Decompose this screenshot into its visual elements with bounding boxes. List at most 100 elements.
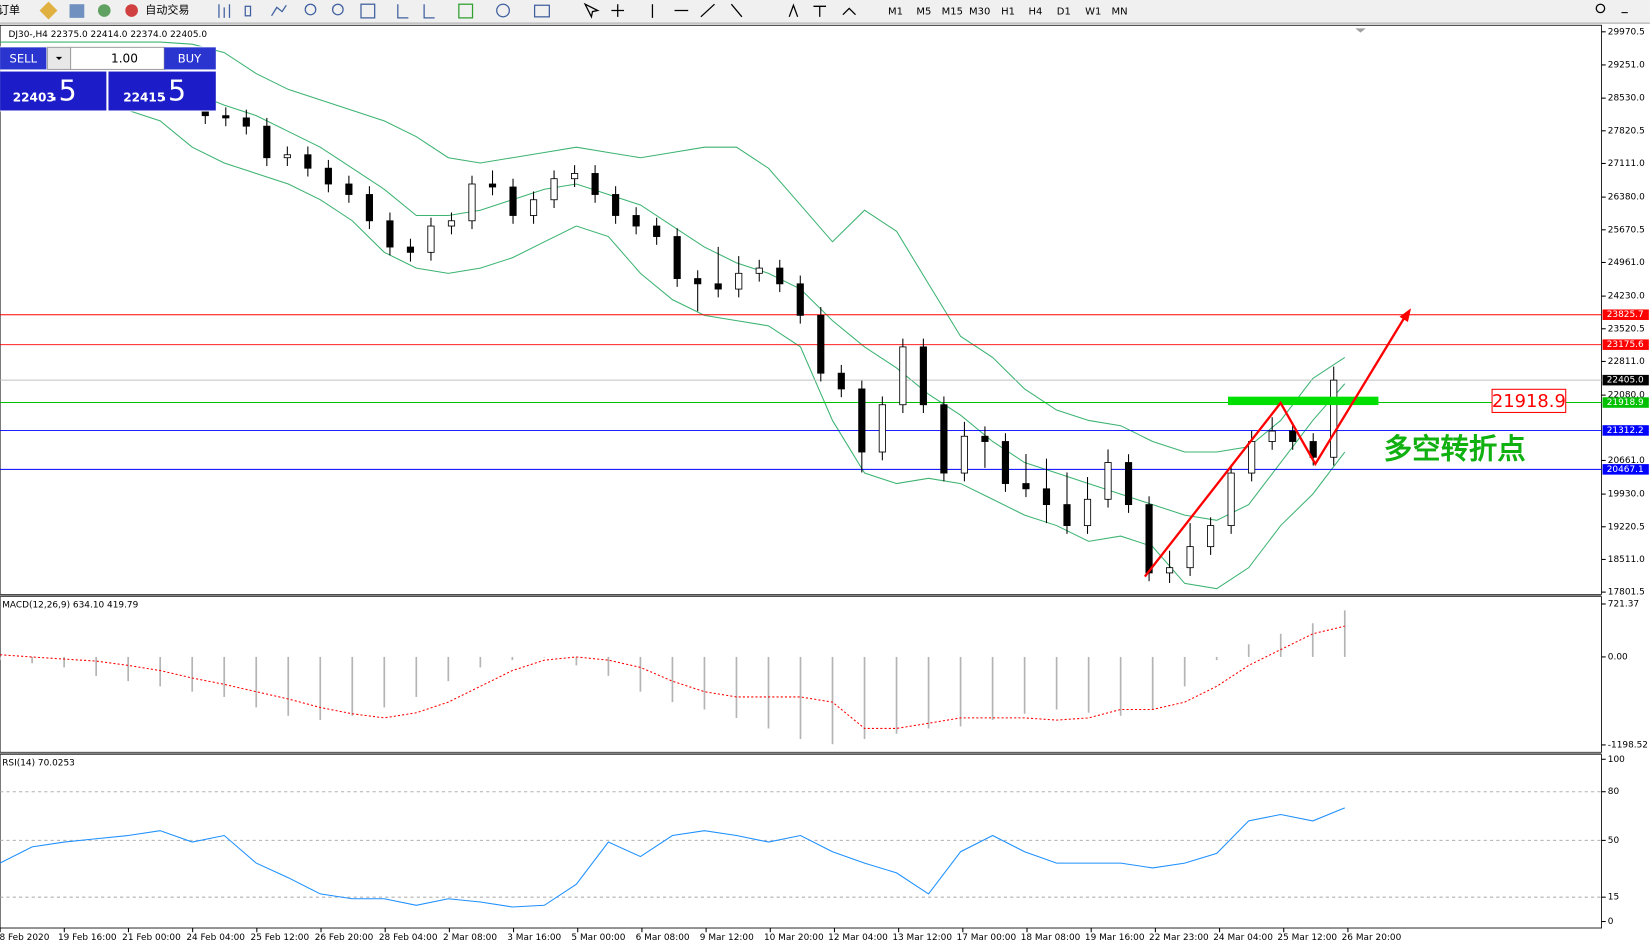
icon[interactable] — [39, 1, 58, 20]
timeframe-button[interactable]: M15 — [942, 7, 963, 18]
bid-price[interactable]: 22403 — [13, 90, 55, 104]
macd-histogram — [1215, 656, 1218, 661]
buy-price-box[interactable] — [108, 71, 216, 111]
tile-icon[interactable] — [360, 3, 376, 19]
timeframe-button[interactable]: M1 — [888, 7, 903, 18]
x-tick-label: 19 Mar 16:00 — [1085, 933, 1145, 943]
tool-icons — [218, 2, 1606, 19]
candle-body — [1022, 483, 1030, 490]
ask-fraction[interactable]: .5 — [159, 75, 186, 108]
buy-label[interactable]: BUY — [178, 51, 202, 65]
y-tick-label: 0.00 — [1608, 652, 1628, 662]
zoom-in[interactable] — [304, 3, 317, 16]
candle-body — [673, 236, 681, 279]
ask-price[interactable]: 22415 — [123, 90, 165, 104]
candle-body — [1268, 430, 1276, 442]
bars-icon[interactable] — [218, 4, 231, 18]
turning-zone-bar — [1227, 396, 1379, 406]
candle-body — [735, 272, 743, 290]
x-tick-label: 3 Mar 16:00 — [507, 933, 561, 943]
price-callout: 21918.9 — [1492, 391, 1566, 412]
candle-body — [1145, 504, 1153, 574]
crosshair-icon[interactable] — [611, 4, 625, 17]
level-label: 21918.9 — [1607, 398, 1644, 408]
candle-body — [1104, 462, 1112, 500]
candle-body — [529, 199, 538, 216]
candle-body — [919, 346, 927, 406]
autotrade-button[interactable]: 自动交易 — [145, 3, 189, 17]
candle-body — [1063, 504, 1071, 527]
buy-button[interactable] — [164, 47, 216, 70]
timeframe-button[interactable]: D1 — [1057, 7, 1071, 18]
line-icon[interactable] — [271, 4, 287, 17]
y-tick-label: 15 — [1608, 893, 1619, 903]
sell-button[interactable] — [0, 47, 47, 70]
candle-body — [1124, 462, 1133, 506]
draw-icons[interactable] — [788, 3, 856, 18]
candle-body — [858, 388, 866, 453]
candles-icon[interactable] — [244, 5, 252, 17]
macd-histogram — [1279, 633, 1282, 657]
timeframe-button[interactable]: M5 — [916, 7, 931, 18]
x-tick-label: 18 Feb 2020 — [0, 933, 50, 943]
bid-fraction[interactable]: .5 — [50, 75, 77, 108]
candle-body — [653, 225, 661, 237]
macd-histogram — [895, 656, 898, 734]
macd-histogram — [287, 656, 290, 716]
sell-label[interactable]: SELL — [9, 51, 37, 65]
rsi-line — [0, 807, 1345, 908]
candle-body — [1166, 567, 1174, 574]
candle-body — [714, 283, 722, 290]
new-order-button[interactable]: 订单 — [0, 4, 20, 17]
y-tick-label: 25670.5 — [1608, 225, 1645, 235]
candle-body — [1042, 488, 1051, 506]
macd-histogram — [735, 656, 738, 718]
sell-price-box[interactable] — [0, 71, 107, 111]
y-tick-label: 29251.0 — [1608, 60, 1645, 70]
candle-body — [755, 267, 763, 274]
x-tick-label: 17 Mar 00:00 — [957, 933, 1017, 943]
zoom-out[interactable] — [331, 3, 344, 16]
bollinger-band — [0, 73, 1346, 590]
indicator-title: RSI(14) 70.0253 — [2, 758, 75, 768]
shift-marker — [1355, 28, 1366, 33]
macd-histogram — [799, 656, 802, 740]
candle-body — [345, 183, 353, 195]
draw-icons[interactable] — [651, 3, 743, 18]
autotrade-icon[interactable] — [125, 4, 138, 17]
x-tick-label: 12 Mar 04:00 — [828, 933, 888, 943]
icon[interactable] — [97, 4, 111, 17]
candle-body — [776, 267, 784, 285]
level-label: 22405.0 — [1607, 376, 1644, 386]
candle-body — [406, 246, 415, 253]
macd-histogram — [0, 656, 1, 661]
macd-histogram — [511, 656, 514, 661]
timeframe-button[interactable]: M30 — [969, 7, 990, 18]
timeframe-button[interactable]: H4 — [1028, 7, 1042, 18]
search-icon[interactable] — [1595, 3, 1606, 14]
indicators-icon[interactable] — [458, 3, 474, 19]
macd-histogram — [1151, 656, 1154, 710]
trend-arrow — [1143, 318, 1405, 578]
timeframe-button[interactable]: MN — [1112, 7, 1128, 18]
timeframe-button[interactable]: W1 — [1085, 7, 1101, 18]
y-tick-label: 19930.0 — [1608, 490, 1645, 500]
y-tick-label: 24230.0 — [1608, 292, 1645, 302]
candle-body — [1001, 441, 1010, 484]
icon[interactable] — [69, 4, 85, 18]
templates-icon[interactable] — [533, 4, 550, 18]
lot-value[interactable]: 1.00 — [111, 51, 138, 65]
level-label: 23825.7 — [1607, 310, 1644, 320]
cursor-icon[interactable] — [583, 2, 600, 19]
timeframe-button[interactable]: H1 — [1001, 7, 1015, 18]
periods-icon[interactable] — [496, 3, 510, 18]
candle-body — [365, 194, 373, 222]
shift-icon[interactable] — [397, 4, 435, 19]
y-tick-label: 100 — [1608, 755, 1625, 765]
candle-body — [1227, 472, 1235, 527]
macd-histogram — [863, 656, 866, 740]
x-tick-label: 5 Mar 00:00 — [571, 933, 625, 943]
x-tick-label: 2 Mar 08:00 — [443, 933, 497, 943]
